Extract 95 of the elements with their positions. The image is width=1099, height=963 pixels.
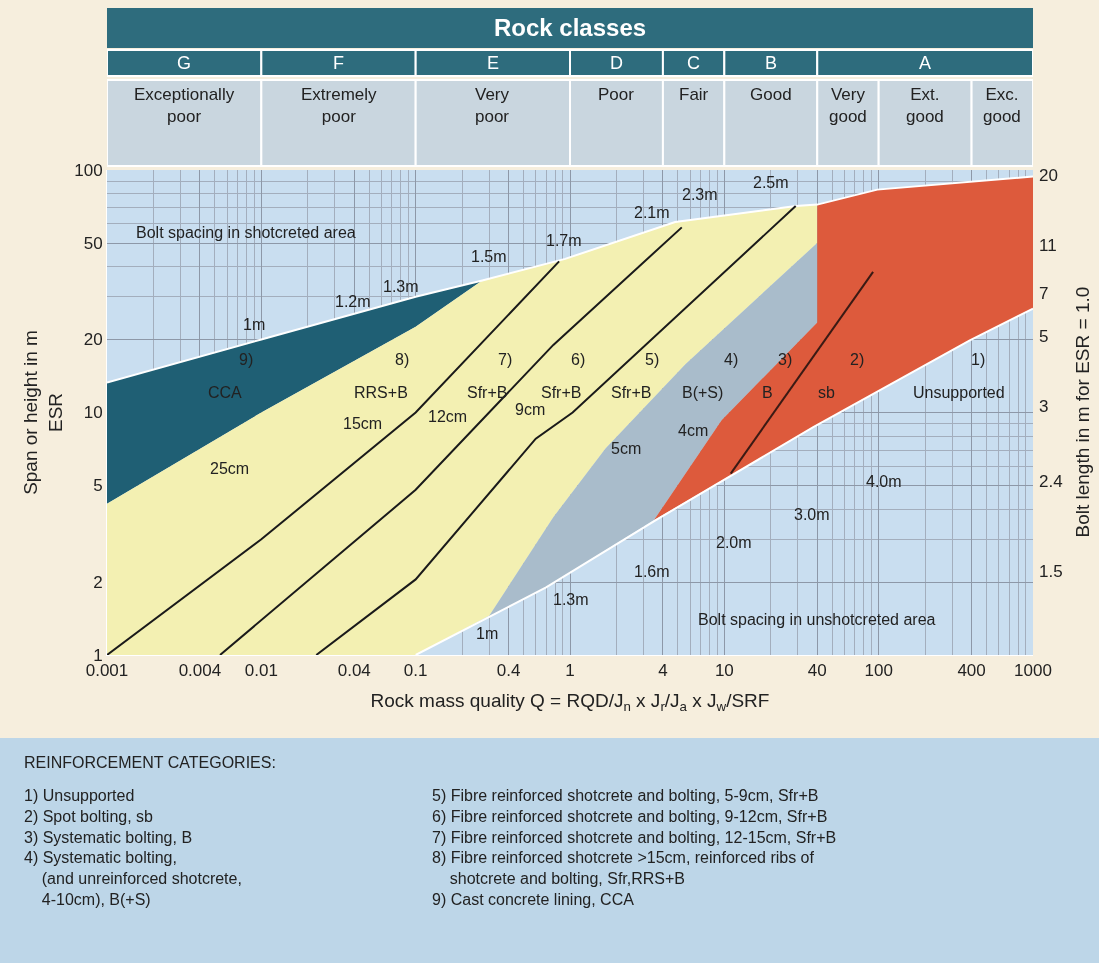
x-tick-label: 0.04 [337, 661, 371, 681]
text: A [919, 53, 932, 73]
text: D [610, 53, 623, 73]
annotation: 1m [243, 316, 266, 333]
y-tick-label: 10 [83, 403, 103, 423]
annotation: 9) [239, 351, 254, 368]
y-tick-label: 5 [93, 476, 103, 496]
annotation: 3.0m [794, 506, 830, 523]
annotation: Sfr+B [611, 384, 652, 401]
text: Ext. good [906, 85, 944, 127]
x-tick-label: 1 [565, 661, 575, 681]
text: 7 [1039, 284, 1049, 303]
x-tick-label: 4 [658, 661, 668, 681]
y-tick-label: 2 [93, 572, 103, 592]
annotation: 1.2m [335, 293, 371, 310]
y-tick-label: 20 [83, 330, 103, 350]
y-axis-title: Span or height in m ESR [20, 330, 67, 495]
text: 11 [1039, 236, 1057, 255]
annotation: 1.3m [553, 591, 589, 608]
text: 3 [1039, 397, 1049, 416]
annotation: 4.0m [866, 473, 902, 490]
annotation: 1.6m [634, 563, 670, 580]
text: Fair [679, 85, 709, 104]
annotation: sb [818, 384, 835, 401]
annotation: 1) [971, 351, 986, 368]
annotation: Sfr+B [467, 384, 508, 401]
text: 6) Fibre reinforced shotcrete and bolting, 9-12cm, Sfr+B [432, 807, 828, 825]
annotation: CCA [208, 384, 243, 401]
annotation: 1.3m [383, 278, 419, 295]
annotation: 1m [476, 625, 499, 642]
text: Good [750, 85, 792, 104]
annotation: 2.3m [682, 186, 718, 203]
text: G [177, 53, 192, 73]
annotation: B(+S) [682, 384, 724, 401]
text: 5) Fibre reinforced shotcrete and bolting, 5-9cm, Sfr+B [432, 787, 819, 804]
text: 1.5 [1039, 562, 1063, 581]
text: E [487, 53, 500, 73]
annotation: Bolt spacing in unshotcreted area [698, 611, 936, 628]
x-tick-label: 0.1 [403, 661, 428, 681]
text: 2) Spot bolting, sb [24, 807, 154, 825]
text: 8) Fibre reinforced shotcrete >15cm, reinforced ribs of shotcrete and bolting, Sfr,RRS+B [432, 849, 815, 888]
text: Very poor [475, 85, 510, 127]
annotation: 1.7m [546, 232, 582, 249]
text: Very good [829, 85, 867, 127]
y-tick-label: 50 [83, 233, 103, 253]
annotation: 5cm [611, 440, 642, 457]
annotation: 2.5m [753, 174, 789, 191]
text: 2.4 [1039, 472, 1063, 491]
chart-title: Rock classes [494, 14, 647, 41]
text: Rock mass quality Q = RQD/J$_{n}$ x J$_{r}$/J$_{a}$ x J$_{w}$/SRF [370, 690, 770, 715]
text: 7) Fibre reinforced shotcrete and bolting, 12-15cm, Sfr+B [432, 828, 837, 846]
x-tick-label: 100 [864, 661, 893, 681]
annotation: 4cm [678, 422, 709, 439]
x-tick-label: 1000 [1014, 661, 1052, 681]
x-tick-label: 0.004 [178, 661, 222, 681]
y2-axis-title: Bolt length in m for ESR = 1.0 [1071, 286, 1093, 538]
annotation: 2.0m [716, 534, 752, 551]
annotation: 2) [850, 351, 865, 368]
text: Poor [598, 85, 635, 104]
text: 4) Systematic bolting, (and unreinforced shotcrete, 4-10cm), B(+S) [24, 849, 242, 908]
x-tick-label: 400 [957, 661, 986, 681]
x-tick-label: 0.4 [496, 661, 521, 681]
annotation: 4) [724, 351, 739, 368]
annotation: Unsupported [913, 384, 1005, 401]
annotation: 15cm [343, 415, 383, 432]
text: B [765, 53, 778, 73]
annotation: 2.1m [634, 204, 670, 221]
annotation: 7) [498, 351, 513, 368]
text: 1) Unsupported [24, 787, 135, 804]
annotation: RRS+B [354, 384, 408, 401]
text: REINFORCEMENT CATEGORIES: [24, 754, 276, 771]
text: 9) Cast concrete lining, CCA [432, 891, 635, 908]
annotation: 3) [778, 351, 793, 368]
text: C [687, 53, 700, 73]
text: Exc. good [983, 85, 1021, 127]
annotation: B [762, 384, 773, 401]
text: 20 [1039, 166, 1058, 185]
x-tick-label: 0.01 [244, 661, 278, 681]
x-tick-label: 10 [714, 661, 734, 681]
text: Exceptionally poor [134, 85, 235, 127]
text: F [333, 53, 344, 73]
text: Extremely poor [301, 85, 378, 127]
annotation: Bolt spacing in shotcreted area [136, 224, 356, 241]
annotation: 1.5m [471, 248, 507, 265]
y-tick-label: 100 [74, 160, 103, 180]
annotation: 8) [395, 351, 410, 368]
text: 5 [1039, 327, 1049, 346]
text: 3) Systematic bolting, B [24, 828, 193, 846]
annotation: 12cm [428, 408, 468, 425]
annotation: Sfr+B [541, 384, 582, 401]
annotation: 6) [571, 351, 586, 368]
annotation: 9cm [515, 401, 546, 418]
x-tick-label: 40 [807, 661, 827, 681]
annotation: 25cm [210, 460, 250, 477]
annotation: 5) [645, 351, 660, 368]
